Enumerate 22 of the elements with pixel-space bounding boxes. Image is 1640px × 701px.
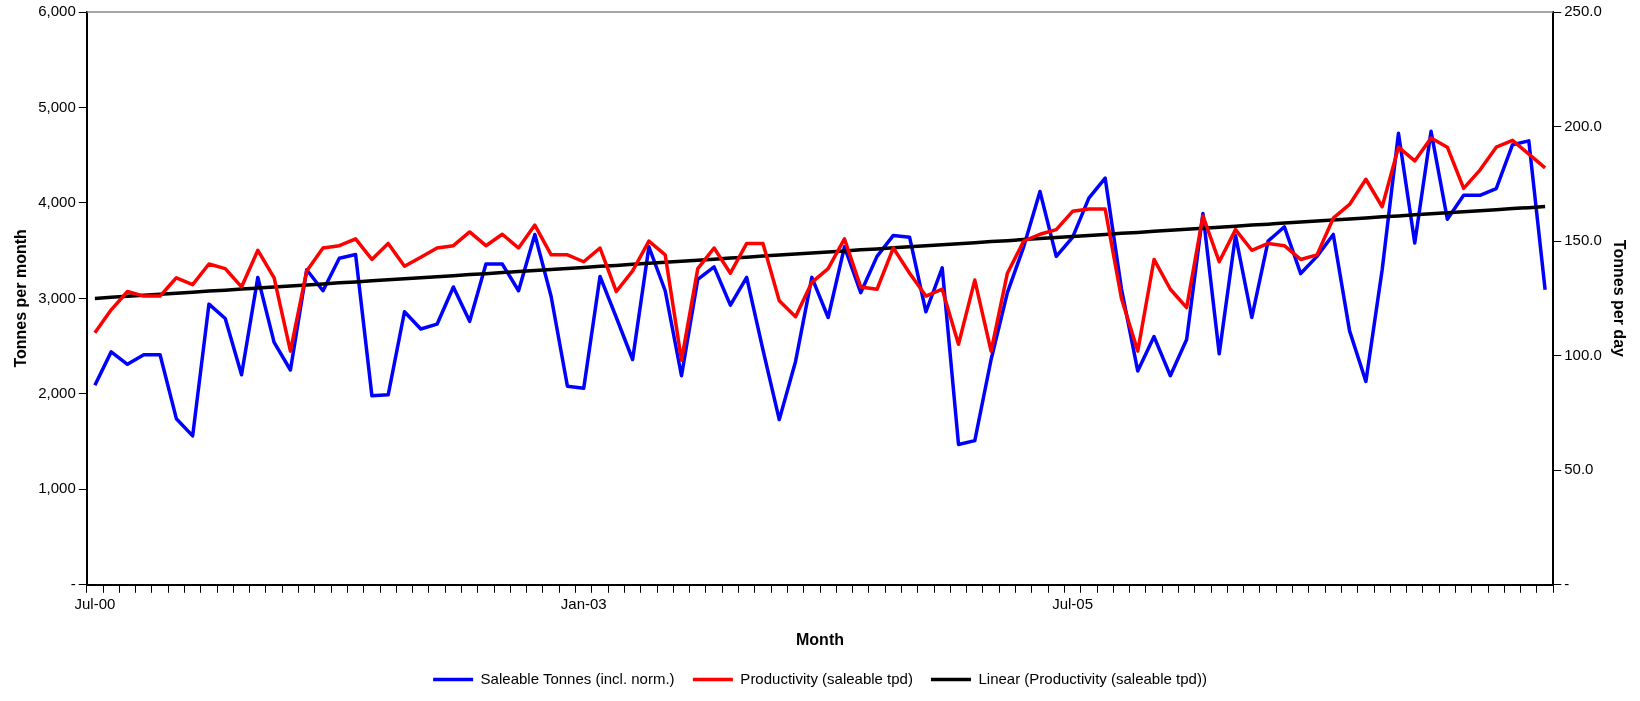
y-tick-label: 6,000 xyxy=(38,2,76,20)
y2-tick-label: 150.0 xyxy=(1564,231,1602,249)
y-tick-label: 2,000 xyxy=(38,384,76,402)
y2-tick-label: 100.0 xyxy=(1564,345,1602,363)
y-tick-label: - xyxy=(70,574,76,592)
y-tick-label: 3,000 xyxy=(38,288,76,306)
y-tick-label: 4,000 xyxy=(38,193,76,211)
y-tick-label: 5,000 xyxy=(38,97,76,115)
y2-tick-label: - xyxy=(1564,574,1570,592)
x-tick-label: Jan-03 xyxy=(560,594,607,612)
y2-tick-label: 50.0 xyxy=(1564,460,1594,478)
legend-label: Linear (Productivity (saleable tpd)) xyxy=(978,669,1207,687)
y2-tick-label: 250.0 xyxy=(1564,2,1602,20)
y-axis-title: Tonnes per month xyxy=(12,229,30,368)
legend-label: Saleable Tonnes (incl. norm.) xyxy=(480,669,675,687)
y-tick-label: 1,000 xyxy=(38,479,76,497)
y2-axis-title: Tonnes per day xyxy=(1610,239,1628,358)
x-tick-label: Jul-00 xyxy=(74,594,116,612)
x-tick-label: Jul-05 xyxy=(1052,594,1093,612)
x-axis-title: Month xyxy=(796,630,844,648)
legend-label: Productivity (saleable tpd) xyxy=(740,669,913,687)
y2-tick-label: 200.0 xyxy=(1564,116,1602,134)
